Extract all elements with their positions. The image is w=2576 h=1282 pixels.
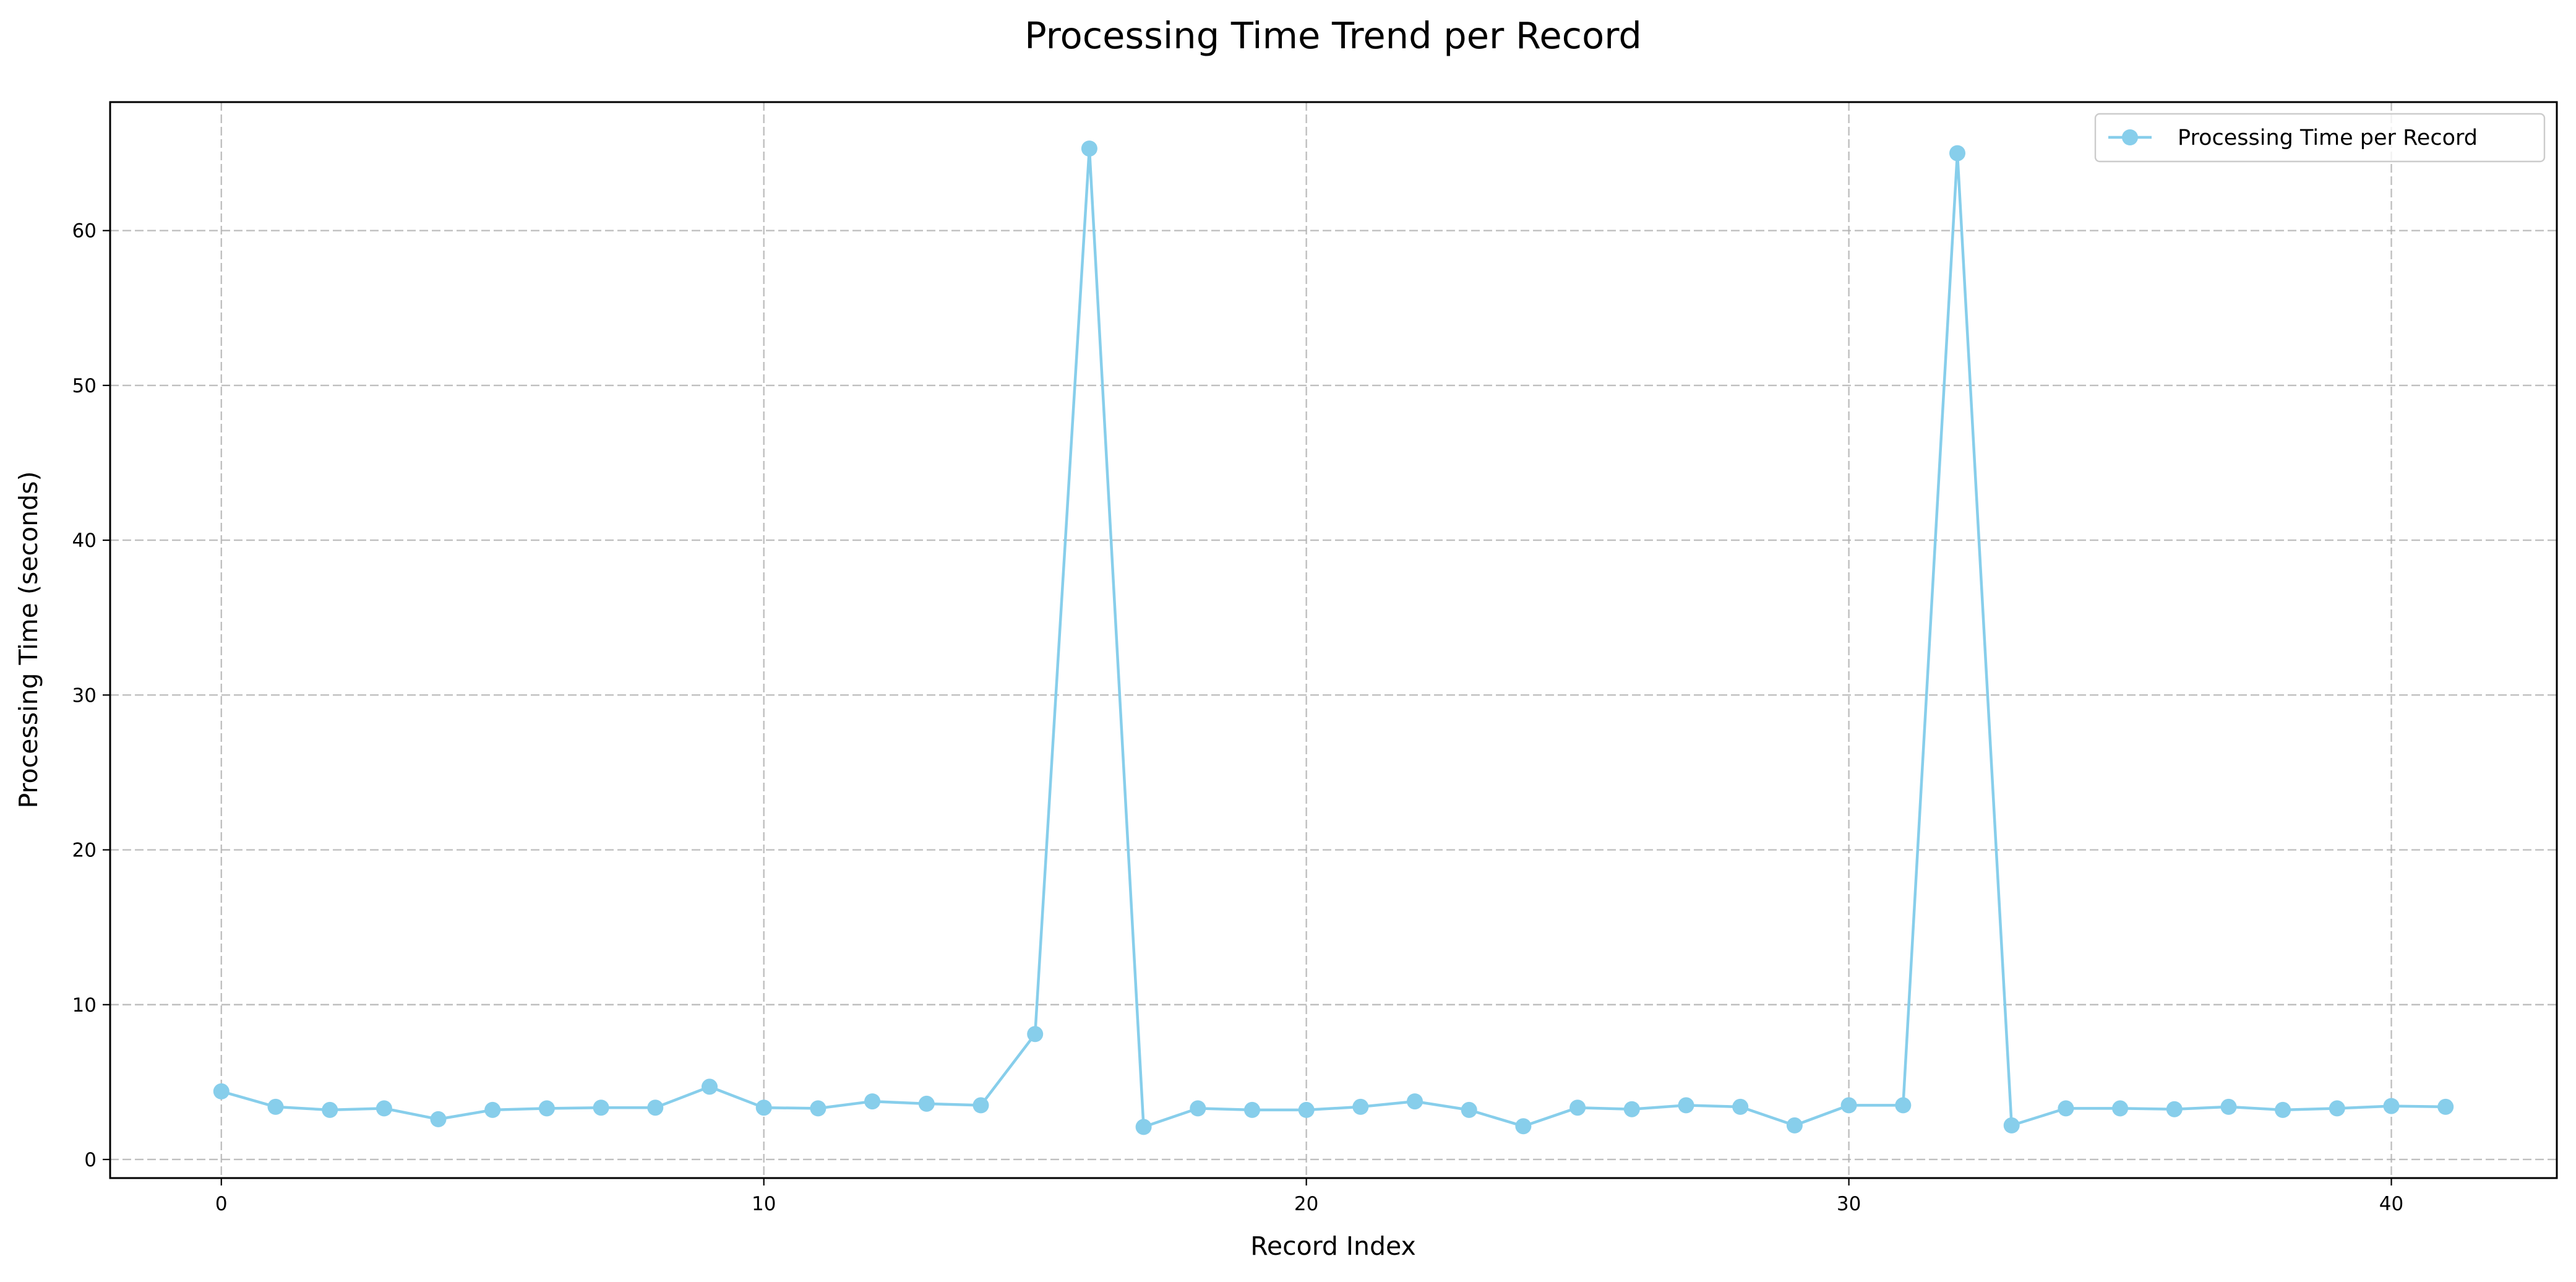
y-tick-label: 20 bbox=[72, 840, 97, 862]
x-tick-label: 0 bbox=[215, 1193, 228, 1215]
legend-marker-swatch bbox=[2122, 129, 2138, 145]
data-point bbox=[2003, 1117, 2020, 1134]
data-point bbox=[1190, 1100, 1206, 1117]
data-point bbox=[484, 1101, 501, 1118]
series-layer bbox=[213, 140, 2454, 1135]
y-tick-label: 30 bbox=[72, 684, 97, 707]
data-point bbox=[1027, 1026, 1044, 1043]
data-point bbox=[2383, 1098, 2400, 1114]
x-tick-label: 30 bbox=[1837, 1193, 1861, 1215]
data-point bbox=[267, 1098, 284, 1115]
data-point bbox=[2112, 1100, 2129, 1117]
data-point bbox=[1515, 1118, 1532, 1135]
data-point bbox=[593, 1099, 609, 1116]
data-point bbox=[647, 1099, 664, 1116]
data-point bbox=[755, 1099, 772, 1116]
data-point bbox=[1081, 140, 1097, 157]
data-point bbox=[2166, 1101, 2183, 1117]
y-tick-label: 50 bbox=[72, 375, 97, 397]
data-point bbox=[918, 1095, 935, 1112]
data-point bbox=[2058, 1100, 2074, 1117]
data-point bbox=[376, 1100, 392, 1117]
chart-title: Processing Time Trend per Record bbox=[1024, 14, 1642, 57]
plot-frame bbox=[109, 101, 2558, 1179]
data-point bbox=[2329, 1100, 2345, 1117]
data-point bbox=[1678, 1097, 1694, 1114]
grid-layer bbox=[110, 102, 2557, 1178]
x-tick-label: 40 bbox=[2379, 1193, 2403, 1215]
data-point bbox=[538, 1100, 555, 1117]
data-point bbox=[972, 1097, 989, 1114]
y-tick-label: 40 bbox=[72, 530, 97, 552]
data-point bbox=[2275, 1101, 2291, 1118]
data-point bbox=[864, 1093, 881, 1110]
data-point bbox=[1569, 1099, 1586, 1116]
legend-label: Processing Time per Record bbox=[2178, 126, 2478, 150]
data-point bbox=[810, 1100, 826, 1117]
x-axis-label: Record Index bbox=[1250, 1231, 1416, 1261]
y-axis-label: Processing Time (seconds) bbox=[14, 471, 43, 809]
data-point bbox=[1732, 1098, 1749, 1115]
legend-frame bbox=[2094, 113, 2546, 163]
data-point bbox=[1407, 1093, 1423, 1110]
x-tick-label: 20 bbox=[1294, 1193, 1318, 1215]
data-point bbox=[430, 1111, 447, 1127]
tick-layer: 0 10 20 30 40 0 10 20 30 40 50 60 bbox=[72, 220, 2404, 1215]
data-point bbox=[1461, 1101, 1477, 1118]
data-point bbox=[213, 1083, 230, 1099]
data-point bbox=[1298, 1101, 1315, 1118]
y-tick-label: 10 bbox=[72, 994, 97, 1017]
data-point bbox=[1623, 1101, 1640, 1117]
data-point bbox=[2220, 1098, 2237, 1115]
data-point bbox=[1135, 1119, 1152, 1135]
data-point bbox=[1352, 1098, 1369, 1115]
y-tick-label: 60 bbox=[72, 220, 97, 243]
data-point bbox=[1949, 145, 1965, 161]
data-point bbox=[322, 1101, 338, 1118]
data-point bbox=[1786, 1117, 1803, 1134]
data-point bbox=[1840, 1097, 1857, 1114]
series-line bbox=[221, 147, 2446, 1129]
data-point bbox=[2437, 1098, 2454, 1115]
data-point bbox=[1244, 1101, 1260, 1118]
data-point bbox=[702, 1078, 718, 1095]
legend: Processing Time per Record bbox=[2094, 113, 2546, 163]
y-tick-label: 0 bbox=[84, 1149, 97, 1171]
data-point bbox=[1895, 1097, 1912, 1114]
x-tick-label: 10 bbox=[752, 1193, 776, 1215]
